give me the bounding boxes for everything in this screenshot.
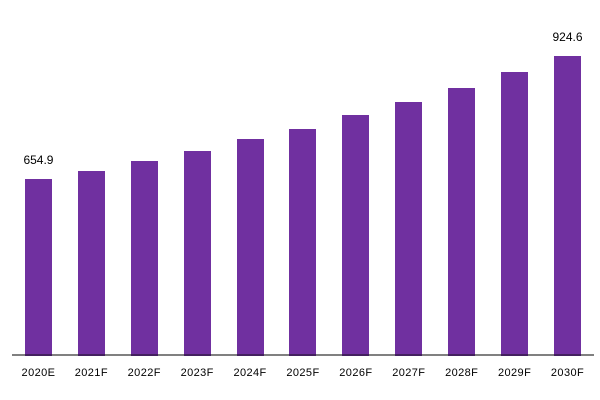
plot-area: 654.9 924.6 — [12, 0, 594, 356]
bar-group — [224, 0, 277, 356]
x-axis-label: 2030F — [550, 367, 585, 379]
bar-group — [435, 0, 488, 356]
bar — [342, 115, 370, 356]
bar-group: 924.6 — [541, 0, 594, 356]
x-axis-label: 2025F — [286, 367, 320, 379]
bar-group — [329, 0, 382, 356]
bar — [448, 87, 476, 356]
bar-group — [488, 0, 541, 356]
x-axis-label: 2028F — [445, 367, 479, 379]
bar — [236, 138, 264, 356]
bar-group: 654.9 — [12, 0, 65, 356]
bar-group — [171, 0, 224, 356]
bar-value-label: 924.6 — [552, 30, 583, 44]
bar — [183, 151, 211, 356]
x-axis-label: 2023F — [180, 367, 214, 379]
bar-group — [382, 0, 435, 356]
bar — [501, 72, 529, 356]
x-axis-label: 2027F — [392, 367, 426, 379]
bar — [77, 170, 105, 356]
bar-group — [277, 0, 330, 356]
bar-value-label: 654.9 — [23, 152, 54, 167]
bar — [24, 178, 52, 356]
bar — [130, 160, 158, 356]
bar-group — [65, 0, 118, 356]
x-axis-label: 2020E — [21, 367, 56, 379]
x-axis-labels: 2020E 2021F 2022F 2023F 2024F 2025F 2026F 2027F… — [12, 367, 594, 379]
bar — [289, 128, 317, 356]
x-axis-label: 2021F — [74, 367, 108, 379]
bar — [395, 101, 423, 356]
x-axis-label: 2024F — [233, 367, 267, 379]
x-axis-label: 2029F — [498, 367, 532, 379]
bar — [554, 56, 582, 356]
x-axis-label: 2022F — [127, 367, 161, 379]
x-axis-label: 2026F — [339, 367, 373, 379]
bar-group — [118, 0, 171, 356]
